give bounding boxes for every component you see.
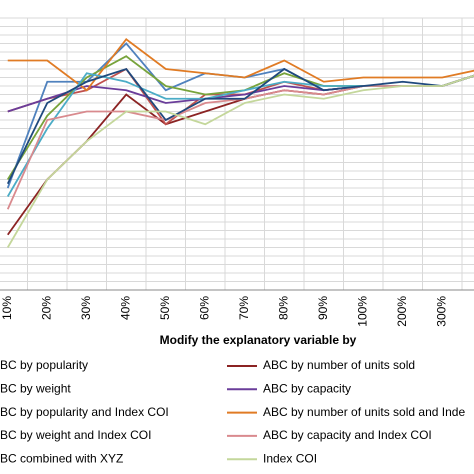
- series-line: [6, 67, 474, 185]
- series-line: [6, 55, 474, 180]
- series-line: [7, 37, 474, 92]
- legend-label: ABC by number of units sold: [263, 358, 415, 372]
- x-tick-label: 50%: [158, 296, 172, 320]
- legend-label: ABC by capacity: [263, 381, 351, 395]
- legend-label: BC by popularity and Index COI: [0, 405, 169, 419]
- series-line: [6, 42, 474, 189]
- x-tick-label: 40%: [118, 296, 132, 320]
- x-tick-label: 80%: [276, 296, 290, 320]
- x-tick-label: 10%: [0, 296, 14, 320]
- legend-label: BC by popularity: [0, 358, 88, 372]
- legend-label: BC combined with XYZ: [0, 451, 123, 465]
- x-tick-label: 70%: [237, 296, 251, 320]
- x-tick-label: 90%: [316, 296, 330, 320]
- x-tick-label: 20%: [39, 296, 53, 320]
- x-tick-label: 60%: [197, 296, 211, 320]
- legend-label: BC by weight: [0, 381, 71, 395]
- x-tick-label: 200%: [395, 296, 409, 327]
- legend-label: ABC by number of units sold and Inde: [263, 405, 465, 419]
- x-axis-title: Modify the explanatory variable by: [160, 333, 357, 347]
- x-tick-label: 300%: [434, 296, 448, 327]
- legend-label: BC by weight and Index COI: [0, 428, 151, 442]
- x-tick-label: 30%: [79, 296, 93, 320]
- series-line: [6, 74, 474, 248]
- legend-label: ABC by capacity and Index COI: [263, 428, 432, 442]
- x-tick-label: 100%: [355, 296, 369, 327]
- legend-label: Index COI: [263, 451, 317, 465]
